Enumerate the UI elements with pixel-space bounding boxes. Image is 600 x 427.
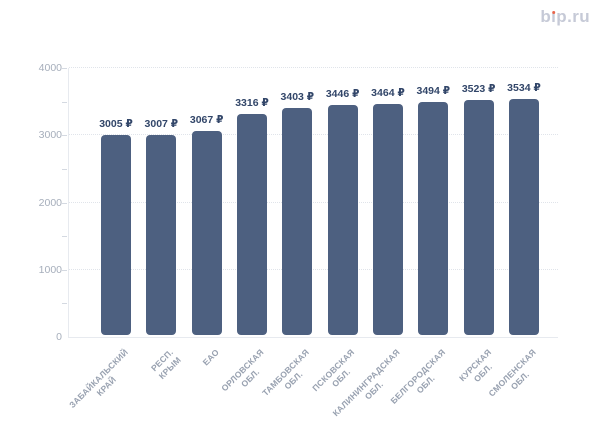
y-axis-tick — [62, 101, 67, 103]
bar[interactable] — [372, 104, 403, 335]
y-axis-tick — [62, 269, 67, 271]
gridline — [69, 134, 558, 136]
y-axis-label: 4000 — [38, 62, 62, 74]
y-axis-label: 3000 — [38, 129, 62, 142]
bar[interactable] — [146, 134, 177, 335]
bar-value-label: 3534 ₽ — [507, 82, 541, 95]
y-axis-label: 1000 — [38, 263, 62, 276]
bar[interactable] — [236, 114, 267, 335]
bar-value-label: 3403 ₽ — [280, 91, 315, 104]
y-axis-tick — [62, 168, 67, 170]
gridline — [69, 67, 558, 68]
x-axis-label: ТАМБОВСКАЯ ОБЛ. — [260, 347, 312, 398]
y-axis-tick — [62, 236, 67, 238]
bar-value-label: 3494 ₽ — [416, 85, 451, 98]
bar-value-label: 3007 ₽ — [144, 117, 179, 130]
y-axis-tick — [62, 303, 67, 305]
y-axis-tick — [62, 202, 67, 204]
bar[interactable] — [508, 99, 539, 335]
logo-text-rest: p.ru — [556, 7, 590, 26]
bar-value-label: 3523 ₽ — [461, 83, 496, 96]
y-axis-tick — [62, 68, 67, 69]
gridline — [69, 268, 558, 270]
bar-value-label: 3067 ₽ — [189, 113, 224, 126]
x-axis-label: РЕСП. КРЫМ — [149, 347, 184, 382]
bar-value-label: 3464 ₽ — [371, 87, 405, 100]
x-axis-label: ЗАБАЙКАЛЬСКИЙ КРАЙ — [67, 347, 131, 410]
bar-value-label: 3005 ₽ — [99, 117, 133, 130]
bar[interactable] — [282, 108, 313, 335]
bar[interactable] — [418, 102, 449, 335]
bar-value-label: 3446 ₽ — [325, 88, 360, 101]
bar-value-label: 3316 ₽ — [235, 97, 269, 109]
logo-i-dot — [551, 10, 556, 15]
bip-logo[interactable]: bı p.ru — [540, 7, 590, 27]
y-axis-label: 0 — [56, 331, 62, 343]
logo-letter-i: ı — [551, 7, 557, 26]
bar[interactable] — [327, 105, 358, 335]
bar[interactable] — [101, 134, 131, 335]
gridline — [69, 201, 558, 203]
y-axis-tick — [62, 135, 67, 137]
bar[interactable] — [191, 130, 222, 335]
plot-area: 3005 ₽ 3007 ₽ 3067 ₽ 3316 ₽ 3403 ₽ 3446 ₽ 3464… — [68, 67, 558, 338]
logo-text-b: b — [540, 7, 552, 26]
y-axis-label: 2000 — [38, 196, 62, 209]
x-axis-label: ЕАО — [200, 347, 221, 368]
bar[interactable] — [463, 100, 494, 335]
